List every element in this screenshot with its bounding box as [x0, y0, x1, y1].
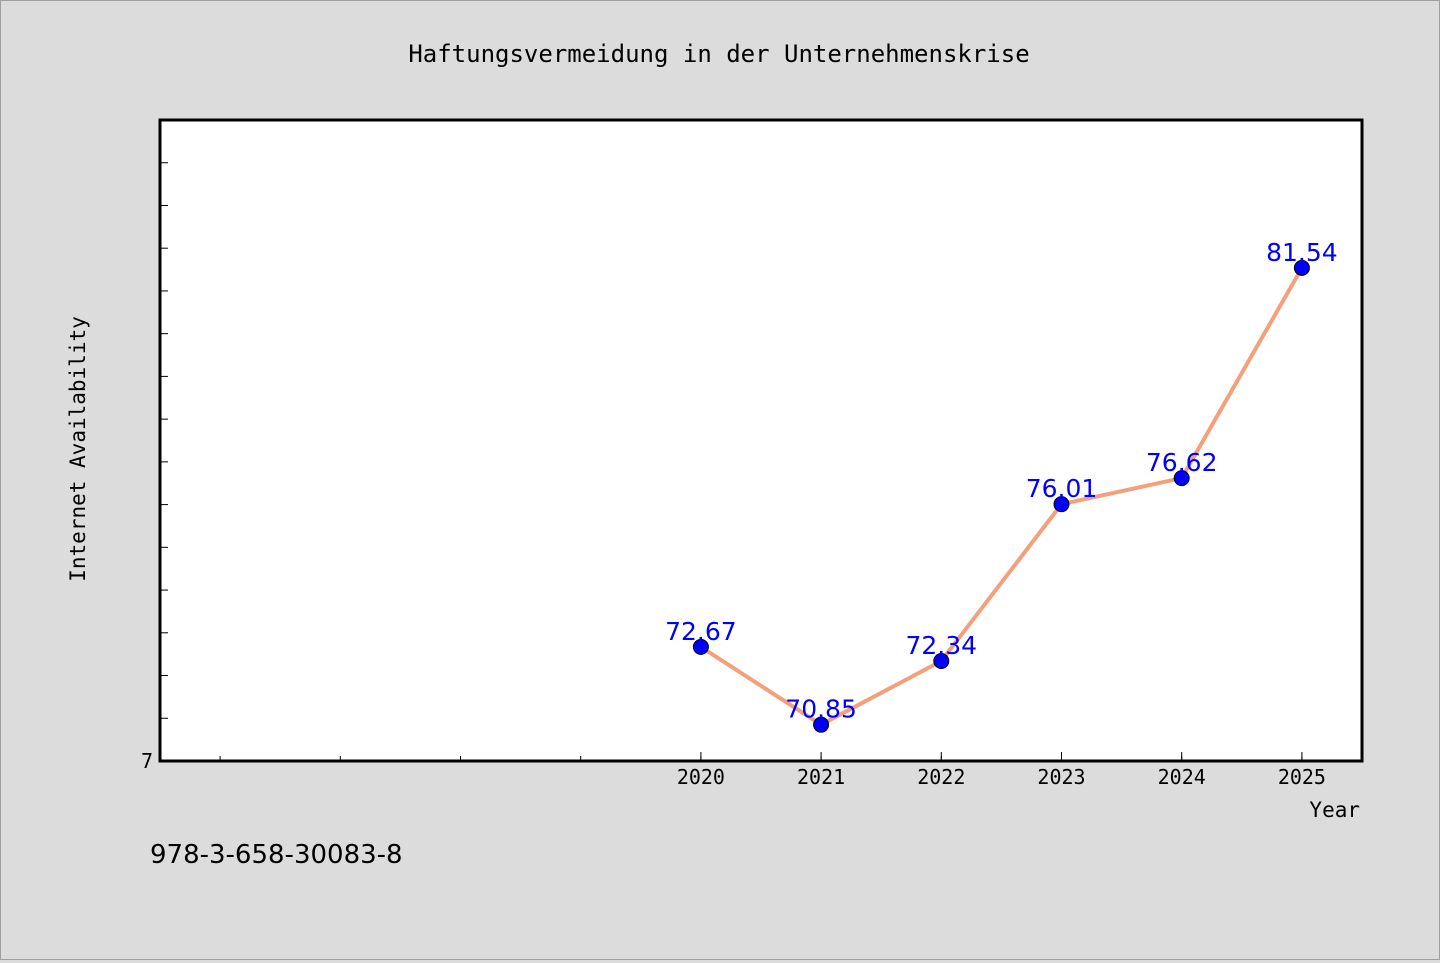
x-axis-label: Year	[1309, 798, 1360, 822]
data-point	[1053, 496, 1070, 513]
data-label: 70.85	[785, 695, 857, 724]
x-tick-label: 2021	[797, 765, 845, 789]
y-tick-label: 7	[141, 749, 153, 773]
y-axis-ticks	[160, 162, 168, 719]
y-axis-tick-labels: 7	[141, 749, 153, 773]
data-point	[813, 716, 830, 733]
y-axis-label: Internet Availability	[66, 316, 90, 582]
x-tick-label: 2022	[917, 765, 965, 789]
data-label: 76.62	[1146, 448, 1218, 477]
data-point	[1173, 470, 1190, 487]
x-tick-label: 2020	[677, 765, 725, 789]
series-line-group	[699, 266, 1304, 727]
x-tick-label: 2023	[1037, 765, 1085, 789]
data-label: 72.67	[665, 617, 737, 646]
data-point	[692, 638, 709, 655]
x-tick-label: 2025	[1278, 765, 1326, 789]
data-label: 81.54	[1266, 238, 1338, 267]
x-tick-label: 2024	[1158, 765, 1206, 789]
data-label: 72.34	[906, 631, 978, 660]
plot-area	[158, 118, 1364, 763]
data-label: 76.01	[1026, 474, 1098, 503]
isbn-text: 978-3-658-30083-8	[150, 840, 403, 870]
chart-title: Haftungsvermeidung in der Unternehmenskr…	[408, 40, 1029, 68]
series-line	[699, 266, 1304, 727]
series-labels-group: 72.67 70.85 72.34 76.01 76.62 81.54	[665, 238, 1338, 724]
series-points-group	[692, 259, 1310, 733]
x-axis-ticks: 2020 2021 2022 2023 2024 2025	[677, 752, 1326, 789]
data-point	[1293, 259, 1310, 276]
data-point	[933, 653, 950, 670]
